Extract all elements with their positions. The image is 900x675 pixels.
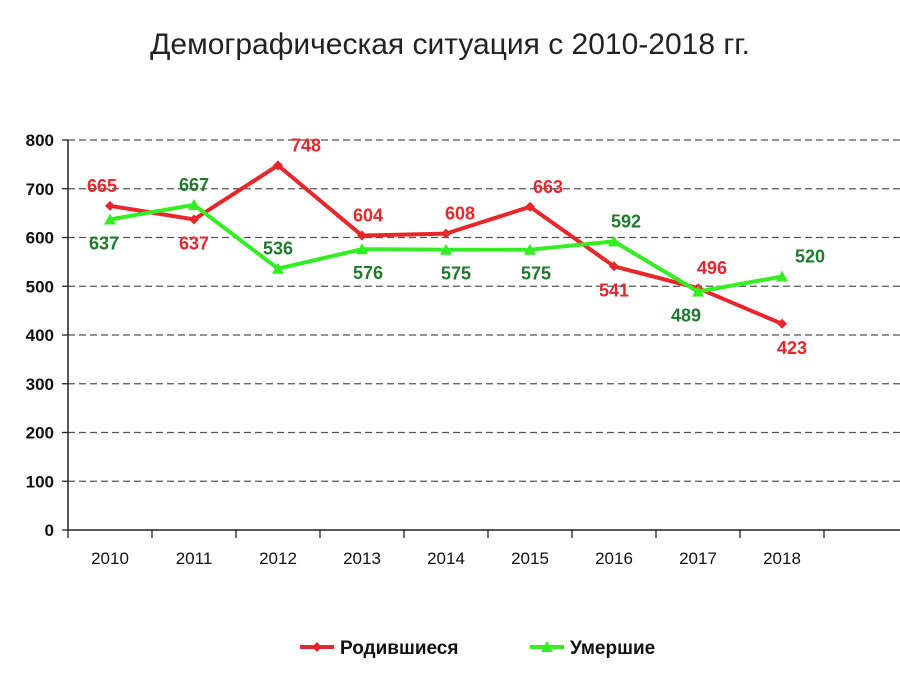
data-label: 520: [795, 247, 825, 267]
data-point-marker: [189, 214, 199, 225]
data-label: 637: [179, 233, 209, 253]
data-point-marker: [609, 261, 619, 272]
data-label: 663: [533, 177, 563, 197]
x-axis-ticks: 2010 2011 2012 2013 2014 2015 2016 2017 2018: [91, 549, 801, 568]
data-point-marker: [524, 243, 536, 255]
data-point-marker: [105, 200, 115, 211]
legend-marker: [541, 641, 553, 652]
data-point-marker: [356, 243, 368, 255]
y-tick-label: 0: [45, 521, 54, 540]
x-tick-label: 2014: [427, 549, 465, 568]
data-label: 489: [671, 306, 701, 326]
data-point-marker: [273, 160, 283, 171]
legend: Родившиеся Умершие: [300, 638, 655, 659]
data-label: 423: [777, 338, 807, 358]
y-tick-label: 300: [26, 375, 54, 394]
legend-label: Родившиеся: [340, 638, 458, 659]
legend-label: Умершие: [570, 638, 655, 659]
data-label: 667: [179, 175, 209, 195]
data-point-marker: [441, 228, 451, 239]
data-point-marker: [776, 270, 788, 282]
series-lines: [104, 160, 788, 329]
x-tick-label: 2013: [343, 549, 381, 568]
x-tick-label: 2016: [595, 549, 633, 568]
axes: [62, 139, 900, 538]
y-tick-label: 500: [26, 277, 54, 296]
y-tick-label: 400: [26, 326, 54, 345]
data-label: 496: [697, 258, 727, 278]
y-axis-ticks: 0 100 200 300 400 500 600 700 800: [26, 131, 54, 540]
x-tick-label: 2018: [763, 549, 801, 568]
data-label: 665: [87, 176, 117, 196]
chart-title: Демографическая ситуация с 2010-2018 гг.: [150, 28, 750, 61]
data-point-marker: [608, 235, 620, 247]
data-label: 748: [291, 135, 321, 155]
y-tick-label: 700: [26, 180, 54, 199]
y-tick-label: 600: [26, 229, 54, 248]
x-tick-label: 2012: [259, 549, 297, 568]
data-point-marker: [357, 230, 367, 241]
data-point-marker: [188, 198, 200, 210]
data-label: 637: [89, 233, 119, 253]
gridlines: [68, 139, 900, 482]
data-point-marker: [104, 213, 116, 225]
x-tick-label: 2010: [91, 549, 129, 568]
data-label: 575: [441, 264, 471, 284]
x-tick-label: 2017: [679, 549, 717, 568]
data-point-marker: [692, 285, 704, 297]
y-tick-label: 800: [26, 131, 54, 150]
x-tick-label: 2015: [511, 549, 549, 568]
y-tick-label: 100: [26, 472, 54, 491]
data-point-marker: [525, 201, 535, 212]
data-label: 592: [611, 211, 641, 231]
data-labels: 665 637 748 604 608 663 541 496 423 637 667 536 576 5…: [87, 135, 825, 357]
data-label: 604: [353, 206, 383, 226]
data-point-marker: [777, 318, 787, 329]
legend-marker: [312, 642, 322, 652]
data-label: 575: [521, 264, 551, 284]
data-label: 536: [263, 239, 293, 259]
data-point-marker: [440, 243, 452, 255]
data-point-marker: [272, 262, 284, 274]
data-label: 608: [445, 204, 475, 224]
x-tick-label: 2011: [176, 549, 213, 568]
data-label: 541: [599, 280, 629, 300]
y-tick-label: 200: [26, 424, 54, 443]
data-label: 576: [353, 263, 383, 283]
